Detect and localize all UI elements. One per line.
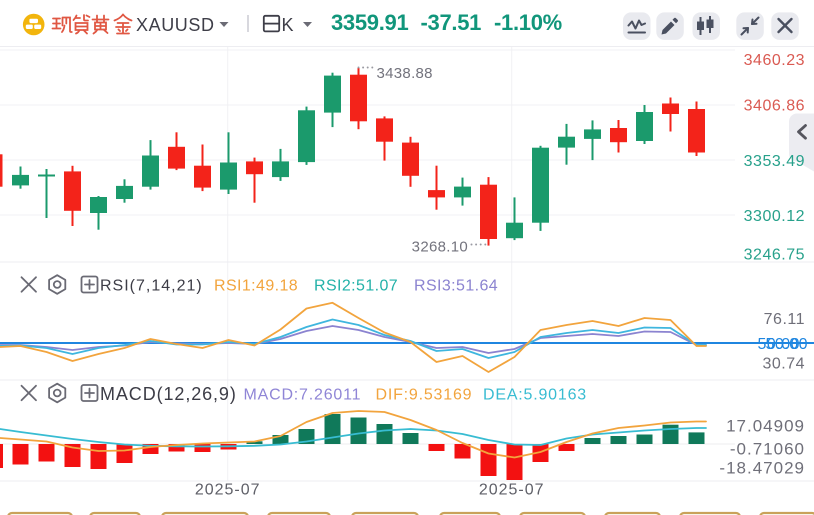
svg-text:76.11: 76.11 <box>764 311 805 328</box>
svg-text:2025-07: 2025-07 <box>195 482 261 499</box>
svg-text:17.04909: 17.04909 <box>726 417 805 436</box>
svg-text:3268.10: 3268.10 <box>412 239 468 256</box>
svg-text:3460.23: 3460.23 <box>744 52 805 69</box>
svg-text:DIF:9.53169: DIF:9.53169 <box>376 387 473 404</box>
svg-text:MACD(12,26,9): MACD(12,26,9) <box>100 384 237 404</box>
svg-text:DEA:5.90163: DEA:5.90163 <box>483 387 587 404</box>
svg-text:-0.71060: -0.71060 <box>730 439 805 458</box>
svg-text:30.74: 30.74 <box>762 356 805 373</box>
svg-text:-18.47029: -18.47029 <box>719 459 805 478</box>
svg-text:RSI(7,14,21): RSI(7,14,21) <box>100 278 203 295</box>
svg-text:MACD:7.26011: MACD:7.26011 <box>244 387 362 404</box>
svg-text:RSI3:51.64: RSI3:51.64 <box>414 278 498 295</box>
svg-text:RSI1:49.18: RSI1:49.18 <box>214 278 298 295</box>
svg-text:3353.49: 3353.49 <box>744 153 805 170</box>
svg-text:2025-07: 2025-07 <box>479 482 545 499</box>
svg-text:3359.91: 3359.91 <box>331 10 408 35</box>
svg-text:50.00: 50.00 <box>765 336 808 353</box>
svg-text:3300.12: 3300.12 <box>744 208 805 225</box>
svg-text:K: K <box>282 15 294 35</box>
svg-text:-1.10%: -1.10% <box>494 10 562 35</box>
svg-text:50.00: 50.00 <box>757 336 800 353</box>
svg-text:3406.86: 3406.86 <box>744 98 805 115</box>
svg-text:3246.75: 3246.75 <box>744 246 805 263</box>
svg-text:RSI2:51.07: RSI2:51.07 <box>314 278 398 295</box>
svg-text:XAUUSD: XAUUSD <box>136 15 215 35</box>
svg-text:-37.51: -37.51 <box>421 10 482 35</box>
svg-text:3438.88: 3438.88 <box>377 65 433 82</box>
